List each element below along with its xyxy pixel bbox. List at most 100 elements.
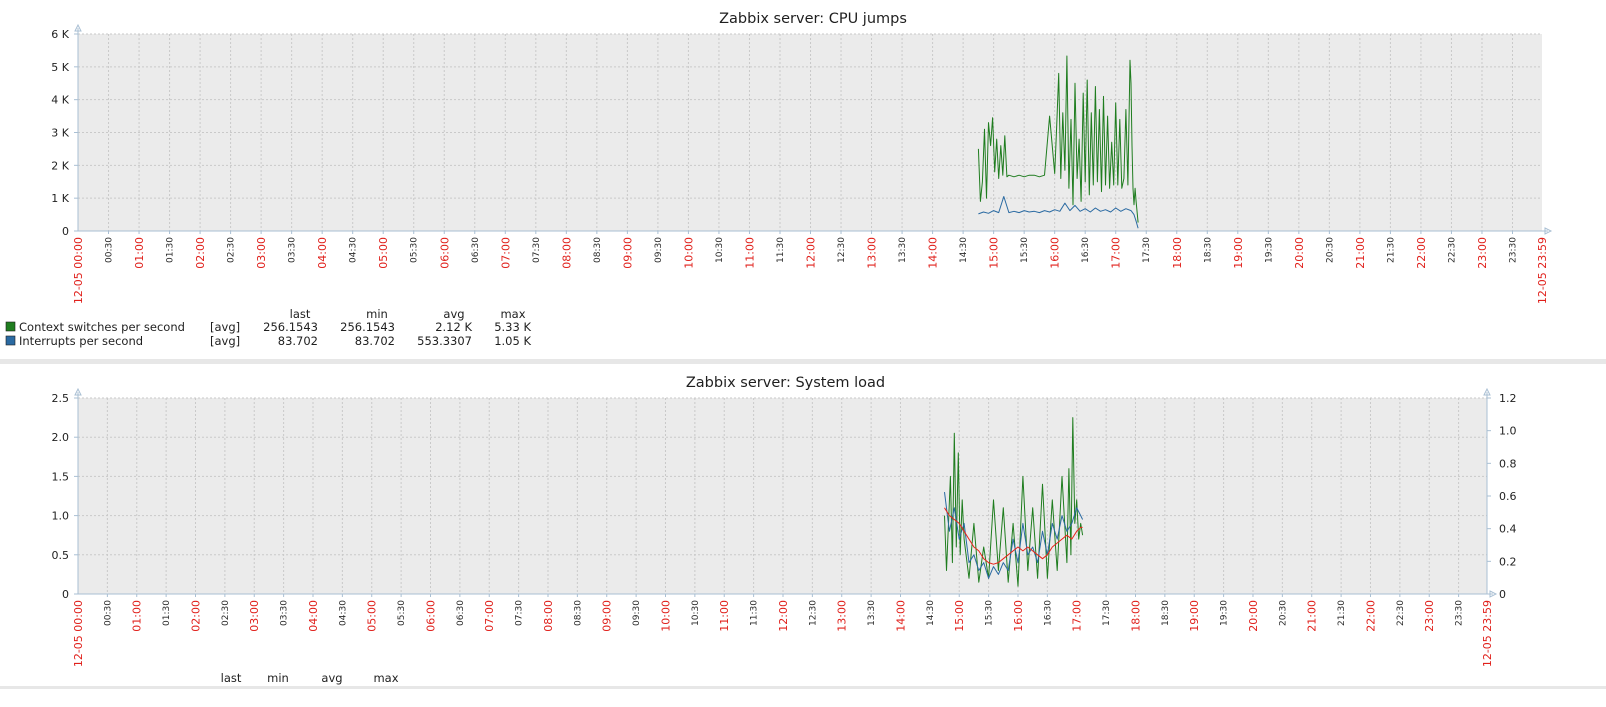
x-tick-label-halfhour: 20:30 xyxy=(1325,237,1335,263)
x-tick-label-hour: 12:00 xyxy=(777,600,790,632)
x-tick-label-hour: 21:00 xyxy=(1306,600,1319,632)
x-tick-label-halfhour: 16:30 xyxy=(1081,237,1091,263)
x-start-label: 12-05 00:00 xyxy=(72,600,85,667)
x-tick-label-halfhour: 16:30 xyxy=(1043,600,1053,626)
x-tick-label-halfhour: 23:30 xyxy=(1455,600,1465,626)
x-tick-label-hour: 01:00 xyxy=(131,600,144,632)
y2-tick-label: 0.2 xyxy=(1499,555,1517,568)
y-tick-label: 6 K xyxy=(51,28,69,41)
chart-1: Zabbix server: CPU jumps 0 1 K 2 K 3 K 4 K 5 K… xyxy=(5,11,1553,348)
x-tick-label-halfhour: 01:30 xyxy=(162,600,172,626)
legend-value-min: 256.1543 xyxy=(340,320,395,334)
x-tick-label-halfhour: 05:30 xyxy=(410,237,420,263)
x-tick-label-hour: 18:00 xyxy=(1171,237,1184,269)
x-tick-label-hour: 01:00 xyxy=(133,237,146,269)
chart-title: Zabbix server: System load xyxy=(686,375,885,391)
x-tick-label-hour: 10:00 xyxy=(682,237,695,269)
x-tick-label-halfhour: 09:30 xyxy=(632,600,642,626)
x-tick-label-hour: 13:00 xyxy=(836,600,849,632)
x-tick-label-halfhour: 19:30 xyxy=(1264,237,1274,263)
x-tick-label-hour: 08:00 xyxy=(560,237,573,269)
x-tick-label-hour: 16:00 xyxy=(1049,237,1062,269)
y-tick-label: 3 K xyxy=(51,127,69,140)
x-tick-label-halfhour: 11:30 xyxy=(750,600,760,626)
legend-header-max: max xyxy=(500,307,525,321)
y-tick-label: 0 xyxy=(62,225,69,238)
x-tick-label-halfhour: 17:30 xyxy=(1142,237,1152,263)
x-tick-label-hour: 22:00 xyxy=(1364,600,1377,632)
x-tick-label-halfhour: 02:30 xyxy=(221,600,231,626)
y-tick-label: 1 K xyxy=(51,192,69,205)
x-tick-label-halfhour: 15:30 xyxy=(1020,237,1030,263)
x-tick-label-hour: 07:00 xyxy=(483,600,496,632)
legend-value-avg: 553.3307 xyxy=(417,334,472,348)
legend-header-max: max xyxy=(373,671,398,685)
x-tick-label-halfhour: 15:30 xyxy=(985,600,995,626)
x-tick-label-hour: 15:00 xyxy=(988,237,1001,269)
x-tick-label-halfhour: 14:30 xyxy=(959,237,969,263)
x-tick-label-hour: 10:00 xyxy=(659,600,672,632)
x-tick-label-halfhour: 12:30 xyxy=(808,600,818,626)
series-line-3 xyxy=(944,507,1083,565)
legend-header-avg: avg xyxy=(321,671,342,685)
y-tick-label: 1.5 xyxy=(52,470,70,483)
x-tick-label-hour: 21:00 xyxy=(1354,237,1367,269)
legend-series-func: [avg] xyxy=(210,334,240,348)
series-line-2 xyxy=(944,492,1084,579)
legend-value-last: 83.702 xyxy=(278,334,318,348)
x-tick-label-hour: 16:00 xyxy=(1012,600,1025,632)
y2-tick-label: 1.0 xyxy=(1499,425,1517,438)
x-tick-label-hour: 03:00 xyxy=(255,237,268,269)
x-tick-label-hour: 23:00 xyxy=(1476,237,1489,269)
x-tick-label-hour: 12:00 xyxy=(805,237,818,269)
x-tick-label-halfhour: 08:30 xyxy=(573,600,583,626)
x-tick-label-hour: 13:00 xyxy=(866,237,879,269)
x-tick-label-halfhour: 06:30 xyxy=(456,600,466,626)
legend-value-max: 5.33 K xyxy=(494,320,531,334)
x-tick-label-hour: 02:00 xyxy=(194,237,207,269)
graph-bottom-separator xyxy=(0,686,1606,689)
x-tick-label-hour: 14:00 xyxy=(927,237,940,269)
x-tick-label-halfhour: 12:30 xyxy=(837,237,847,263)
x-tick-label-halfhour: 21:30 xyxy=(1386,237,1396,263)
x-tick-label-halfhour: 09:30 xyxy=(654,237,664,263)
series-line-1 xyxy=(977,55,1139,223)
x-tick-label-hour: 19:00 xyxy=(1232,237,1245,269)
legend-series-name: Interrupts per second xyxy=(19,334,143,348)
x-tick-label-halfhour: 08:30 xyxy=(593,237,603,263)
horizontal-grid xyxy=(78,397,1487,556)
x-tick-label-hour: 04:00 xyxy=(307,600,320,632)
y-tick-label: 4 K xyxy=(51,94,69,107)
x-tick-label-hour: 20:00 xyxy=(1293,237,1306,269)
x-tick-label-halfhour: 19:30 xyxy=(1220,600,1230,626)
x-tick-label-hour: 17:00 xyxy=(1110,237,1123,269)
x-tick-label-halfhour: 03:30 xyxy=(288,237,298,263)
y-tick-label: 5 K xyxy=(51,61,69,74)
x-tick-label-halfhour: 23:30 xyxy=(1508,237,1518,263)
x-tick-label-halfhour: 00:30 xyxy=(105,237,115,263)
x-tick-label-hour: 05:00 xyxy=(377,237,390,269)
x-tick-label-halfhour: 13:30 xyxy=(898,237,908,263)
y-tick-label: 2.5 xyxy=(52,392,70,405)
x-axis-arrow xyxy=(1489,590,1498,598)
y-tick-label: 0.5 xyxy=(52,549,70,562)
legend-header-avg: avg xyxy=(443,307,464,321)
x-tick-label-hour: 03:00 xyxy=(248,600,261,632)
y-axis-arrow xyxy=(74,387,82,396)
legend-color-box xyxy=(5,321,16,332)
x-tick-label-halfhour: 07:30 xyxy=(532,237,542,263)
x-tick-label-hour: 23:00 xyxy=(1423,600,1436,632)
x-tick-label-halfhour: 02:30 xyxy=(227,237,237,263)
legend-header-last: last xyxy=(221,671,242,685)
x-tick-label-hour: 09:00 xyxy=(621,237,634,269)
legend-header-min: min xyxy=(267,671,289,685)
x-tick-label-hour: 14:00 xyxy=(894,600,907,632)
x-tick-label-hour: 20:00 xyxy=(1247,600,1260,632)
x-tick-label-hour: 07:00 xyxy=(499,237,512,269)
x-tick-label-halfhour: 06:30 xyxy=(471,237,481,263)
x-tick-label-halfhour: 03:30 xyxy=(280,600,290,626)
x-end-label: 12-05 23:59 xyxy=(1536,237,1549,304)
legend-value-last: 256.1543 xyxy=(263,320,318,334)
x-tick-label-halfhour: 18:30 xyxy=(1203,237,1213,263)
x-tick-label-halfhour: 10:30 xyxy=(691,600,701,626)
